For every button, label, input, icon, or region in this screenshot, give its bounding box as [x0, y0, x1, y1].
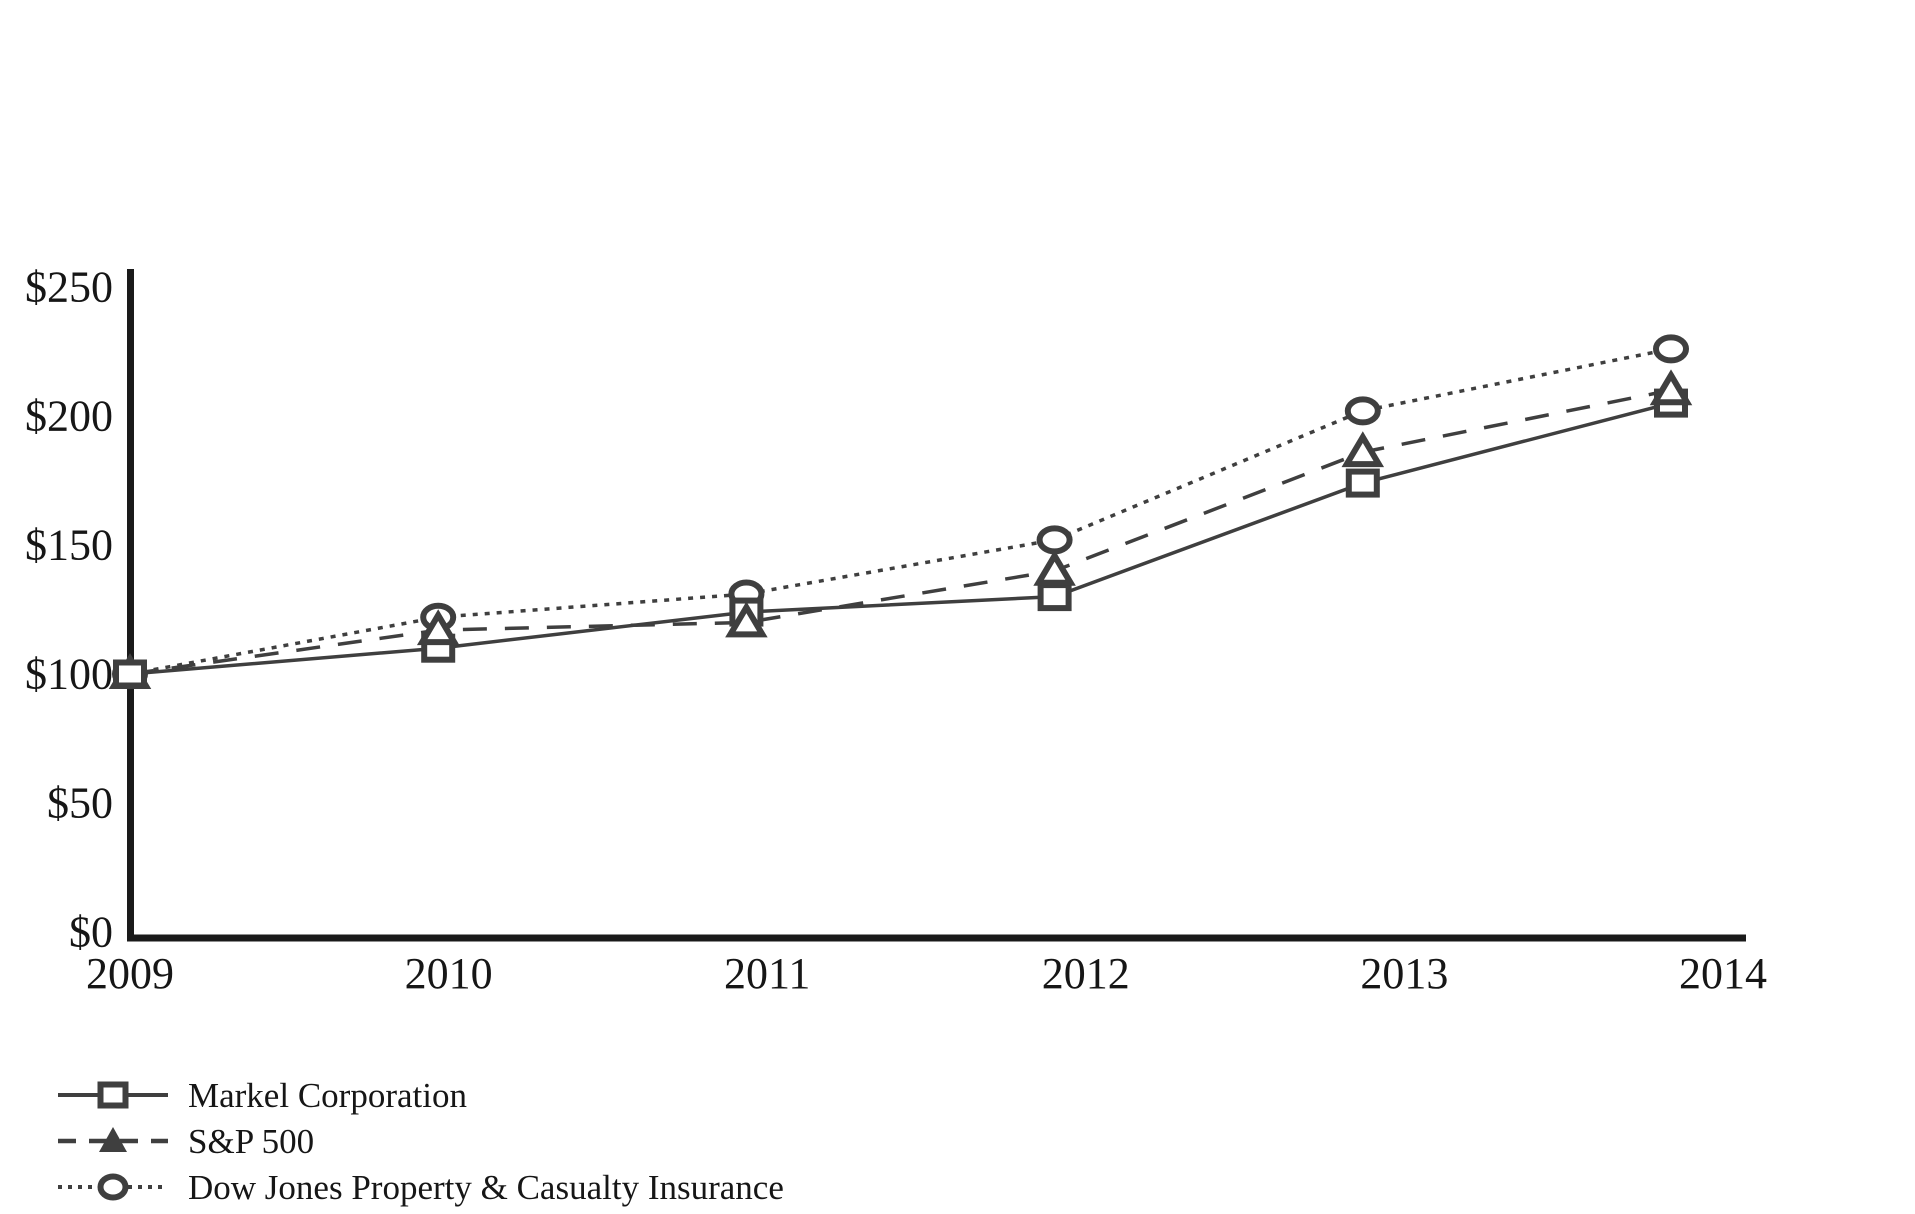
y-tick-label: $250 [25, 263, 113, 312]
y-tick-label: $150 [25, 521, 113, 570]
marker-triangle [1649, 369, 1693, 406]
marker-square [113, 659, 147, 689]
y-tick-label: $0 [69, 908, 113, 957]
legend-item-markel-corporation: Markel Corporation [56, 1072, 784, 1118]
legend-label-sp500: S&P 500 [188, 1121, 315, 1161]
marker-square [1345, 468, 1380, 498]
legend-triangle-icon [99, 1127, 127, 1152]
legend-item-sp500: S&P 500 [56, 1118, 784, 1164]
series-line-triangle [129, 388, 1672, 676]
chart-legend: Markel Corporation S&P 500 Dow Jones Pro… [56, 1072, 784, 1210]
marker-circle [1036, 525, 1073, 555]
marker-square [1037, 582, 1072, 612]
marker-triangle [1341, 431, 1385, 468]
marker-circle [1653, 334, 1689, 364]
legend-swatch-dotted-circle-icon [58, 1173, 168, 1201]
legend-square-icon [97, 1081, 129, 1109]
y-tick-label: $200 [25, 392, 113, 441]
x-tick-label: 2010 [405, 949, 493, 998]
x-tick-label: 2013 [1360, 949, 1448, 998]
marker-triangle [1033, 549, 1076, 586]
x-tick-label: 2014 [1679, 949, 1767, 998]
legend-swatch-dashed-triangle-icon [58, 1127, 168, 1152]
legend-swatch-solid-square-icon [58, 1081, 168, 1109]
series-line-circle [129, 347, 1672, 676]
x-tick-label: 2011 [724, 949, 810, 998]
legend-label-markel-corporation: Markel Corporation [188, 1075, 467, 1115]
legend-circle-icon [97, 1173, 129, 1201]
y-tick-label: $50 [47, 779, 113, 828]
x-tick-label: 2009 [86, 949, 174, 998]
legend-item-dow-jones-pc-insurance: Dow Jones Property & Casualty Insurance [56, 1164, 784, 1210]
marker-circle [1344, 396, 1381, 426]
legend-label-dow-jones-pc-insurance: Dow Jones Property & Casualty Insurance [188, 1167, 784, 1207]
x-tick-label: 2012 [1042, 949, 1130, 998]
marker-triangle [725, 601, 768, 638]
series-line-square [129, 401, 1672, 676]
y-tick-label: $100 [25, 650, 113, 699]
marker-triangle [416, 609, 460, 646]
